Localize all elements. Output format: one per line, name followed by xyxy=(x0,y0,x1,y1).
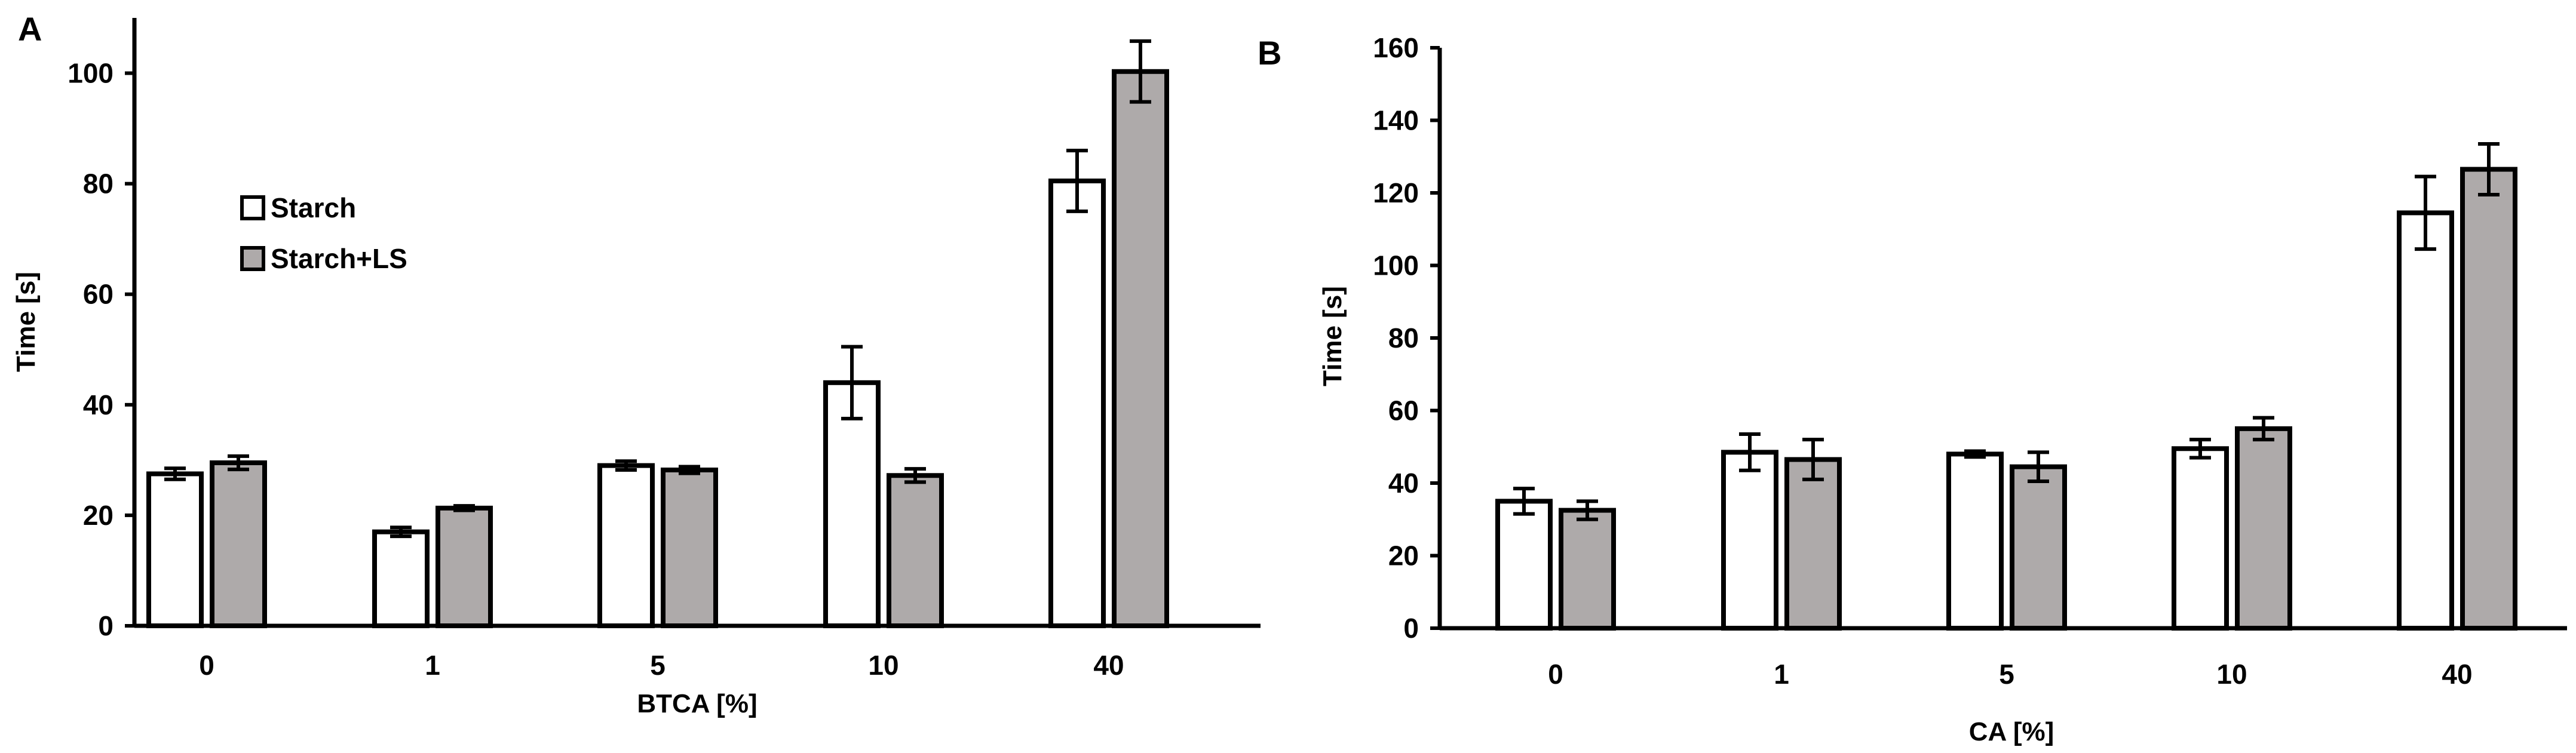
bar xyxy=(210,460,267,628)
y-tick-label: 60 xyxy=(1388,395,1419,426)
legend-swatch xyxy=(240,246,265,271)
x-tick-label: 5 xyxy=(650,650,666,681)
bar xyxy=(2235,426,2292,631)
y-axis-title: Time [s] xyxy=(1318,286,1347,386)
bar xyxy=(372,529,430,628)
y-tick-label: 140 xyxy=(1373,105,1419,136)
legend: Starch Starch+LS xyxy=(240,192,407,274)
x-tick-label: 0 xyxy=(1548,659,1563,690)
bar xyxy=(1495,499,1553,631)
bar xyxy=(2172,446,2229,631)
x-axis-title: BTCA [%] xyxy=(637,689,757,718)
x-tick-label: 40 xyxy=(1093,650,1124,681)
x-tick-label: 1 xyxy=(425,650,440,681)
x-tick-label: 10 xyxy=(2216,659,2247,690)
x-tick-label: 40 xyxy=(2442,659,2472,690)
bar xyxy=(1784,457,1842,631)
y-tick-label: 120 xyxy=(1373,177,1419,208)
panel-label: A xyxy=(18,10,42,48)
x-tick-label: 0 xyxy=(199,650,214,681)
bar xyxy=(436,505,493,628)
chart-panel-a: A 0 20 40 60 80 100 0 1 5 10 40 BTCA [%] Time [s] Star… xyxy=(11,10,1261,718)
bar xyxy=(1946,451,2004,631)
x-tick-label: 1 xyxy=(1774,659,1789,690)
bar xyxy=(661,468,718,628)
chart-panel-b: B 0 20 40 60 80 100 120 140 160 0 1 5 10 40 CA [%] Time … xyxy=(1258,32,2567,746)
panel-label: B xyxy=(1258,34,1281,72)
x-tick-label: 10 xyxy=(868,650,898,681)
bar xyxy=(2397,210,2454,631)
y-tick-label: 0 xyxy=(1403,613,1419,644)
y-tick-label: 40 xyxy=(1388,468,1419,499)
y-tick-label: 40 xyxy=(83,389,114,420)
legend-label: Starch+LS xyxy=(271,243,407,274)
y-axis-title: Time [s] xyxy=(11,272,41,372)
bar xyxy=(1112,69,1169,628)
y-tick-label: 60 xyxy=(83,279,114,310)
y-tick-label: 100 xyxy=(1373,250,1419,281)
y-tick-label: 20 xyxy=(1388,540,1419,571)
y-tick-label: 80 xyxy=(83,168,114,199)
y-tick-label: 80 xyxy=(1388,322,1419,354)
bar xyxy=(597,463,655,628)
x-tick-label: 5 xyxy=(1999,659,2014,690)
x-axis-title: CA [%] xyxy=(1969,717,2054,746)
legend-label: Starch xyxy=(271,192,356,223)
bar xyxy=(887,473,944,628)
bar xyxy=(1048,179,1106,628)
bar xyxy=(146,471,204,628)
y-tick-label: 20 xyxy=(83,500,114,531)
bar xyxy=(823,380,881,628)
bar xyxy=(1559,508,1616,631)
y-tick-label: 0 xyxy=(98,610,114,641)
bar xyxy=(1721,450,1778,631)
y-tick-label: 100 xyxy=(68,58,114,89)
bar xyxy=(2460,167,2517,631)
bar xyxy=(2010,464,2067,631)
y-tick-label: 160 xyxy=(1373,32,1419,63)
legend-swatch xyxy=(240,195,265,220)
